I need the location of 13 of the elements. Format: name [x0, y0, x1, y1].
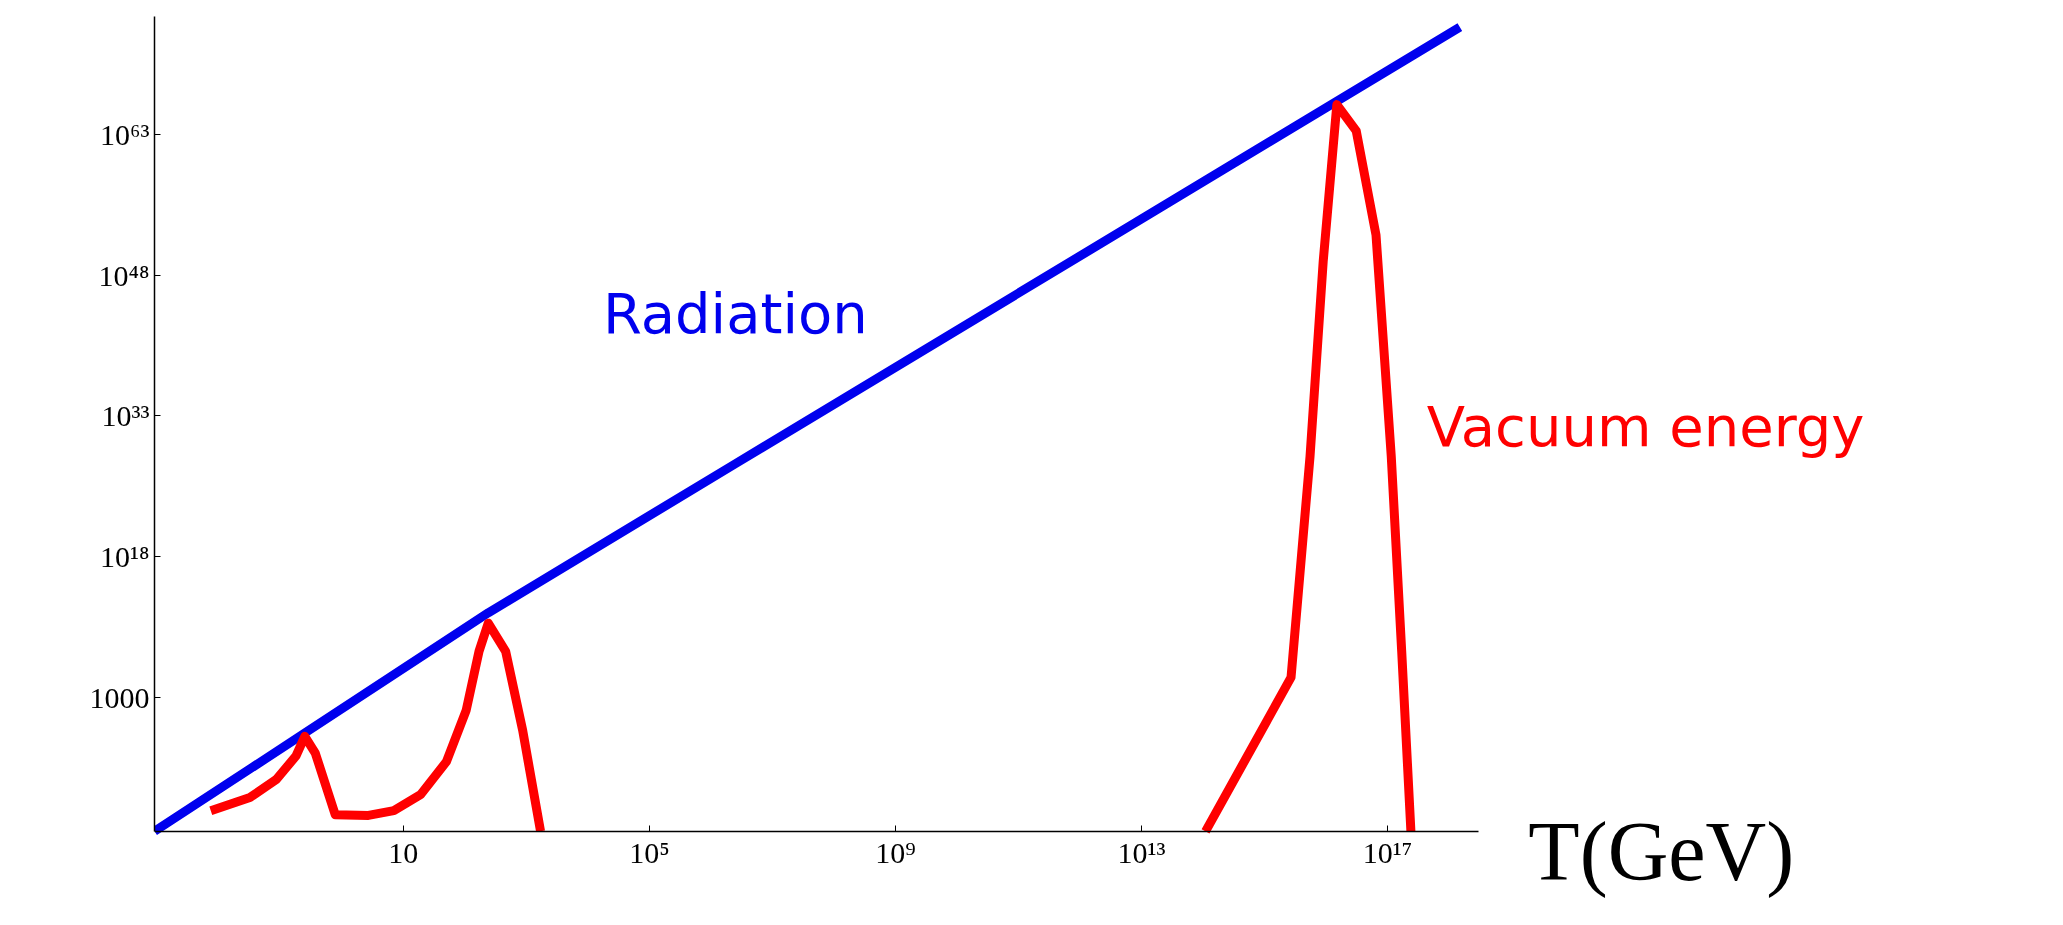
- y-tick-label: 10⁴⁸: [98, 258, 150, 292]
- x-axis-title: T(GeV): [1528, 804, 1795, 899]
- x-tick-label: 10⁵: [629, 836, 670, 870]
- x-tick-label: 10: [388, 836, 419, 870]
- y-tick-label: 10⁶³: [100, 118, 150, 152]
- x-tick-label: 10¹⁷: [1362, 836, 1413, 870]
- y-tick-label: 10¹⁸: [100, 540, 150, 574]
- x-tick-label: 10⁹: [875, 836, 916, 870]
- series-label: Radiation: [603, 281, 868, 347]
- series-label: Vacuum energy: [1426, 394, 1865, 460]
- y-tick-label: 1000: [89, 680, 150, 714]
- y-tick-label: 10³³: [101, 399, 150, 433]
- x-tick-label: 10¹³: [1117, 836, 1166, 870]
